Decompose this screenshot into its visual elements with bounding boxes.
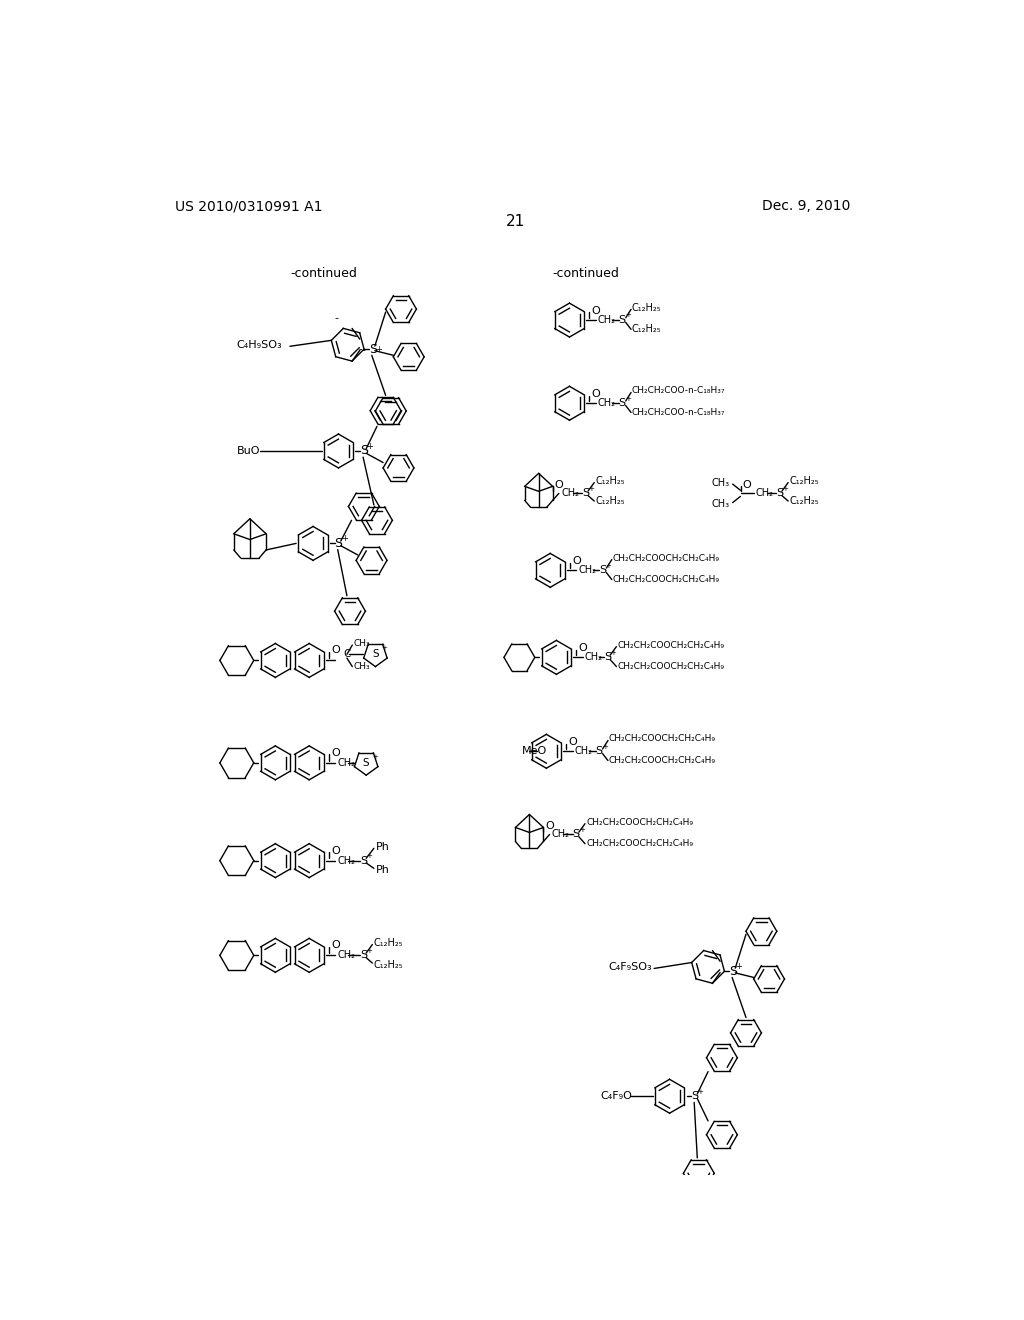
Text: C₁₂H₂₅: C₁₂H₂₅ — [596, 496, 626, 506]
Text: O: O — [742, 480, 751, 490]
Text: CH₂: CH₂ — [756, 488, 774, 499]
Text: CH₂: CH₂ — [338, 758, 355, 768]
Text: CH₂: CH₂ — [574, 746, 593, 756]
Text: C₁₂H₂₅: C₁₂H₂₅ — [790, 496, 819, 506]
Text: +: + — [367, 948, 372, 954]
Text: O: O — [554, 480, 563, 490]
Text: C₁₂H₂₅: C₁₂H₂₅ — [790, 477, 819, 486]
Text: CH₂: CH₂ — [561, 488, 580, 499]
Text: CH₂CH₂COOCH₂CH₂C₄H₉: CH₂CH₂COOCH₂CH₂C₄H₉ — [608, 734, 716, 743]
Text: S: S — [369, 343, 377, 355]
Text: C: C — [343, 649, 350, 659]
Text: +: + — [625, 313, 631, 318]
Text: CH₂CH₂COOCH₂CH₂C₄H₉: CH₂CH₂COOCH₂CH₂C₄H₉ — [587, 817, 693, 826]
Text: CH₂CH₂COO-n-C₁₈H₃₇: CH₂CH₂COO-n-C₁₈H₃₇ — [632, 387, 725, 396]
Text: C₁₂H₂₅: C₁₂H₂₅ — [632, 325, 662, 334]
Text: S: S — [360, 855, 368, 866]
Text: +: + — [735, 962, 742, 972]
Text: S: S — [335, 537, 343, 550]
Text: CH₂: CH₂ — [598, 399, 616, 408]
Text: S: S — [360, 445, 368, 458]
Text: C₁₂H₂₅: C₁₂H₂₅ — [632, 302, 662, 313]
Text: +: + — [579, 826, 585, 833]
Text: +: + — [341, 535, 347, 544]
Text: O: O — [331, 748, 340, 758]
Text: C₁₂H₂₅: C₁₂H₂₅ — [374, 960, 403, 970]
Text: -continued: -continued — [291, 268, 357, 280]
Text: +: + — [605, 562, 611, 569]
Text: +: + — [782, 486, 787, 492]
Text: +: + — [373, 754, 378, 760]
Text: +: + — [610, 649, 616, 656]
Text: CH₂: CH₂ — [579, 565, 597, 576]
Text: CH₂: CH₂ — [552, 829, 570, 840]
Text: CH₃: CH₃ — [353, 663, 370, 671]
Text: Ph: Ph — [376, 865, 389, 875]
Text: CH₃: CH₃ — [712, 499, 730, 510]
Text: O: O — [331, 645, 340, 656]
Text: S: S — [604, 652, 611, 663]
Text: O: O — [331, 846, 340, 855]
Text: CH₂: CH₂ — [598, 315, 616, 325]
Text: CH₂CH₂COOCH₂CH₂C₄H₉: CH₂CH₂COOCH₂CH₂C₄H₉ — [587, 840, 693, 849]
Text: O: O — [579, 643, 587, 653]
Text: +: + — [588, 486, 594, 492]
Text: US 2010/0310991 A1: US 2010/0310991 A1 — [175, 199, 323, 213]
Text: CH₂: CH₂ — [338, 855, 355, 866]
Text: CH₃: CH₃ — [712, 478, 730, 487]
Text: C₁₂H₂₅: C₁₂H₂₅ — [374, 939, 403, 948]
Text: 21: 21 — [506, 214, 525, 230]
Text: S: S — [362, 758, 370, 768]
Text: -: - — [358, 343, 362, 354]
Text: Dec. 9, 2010: Dec. 9, 2010 — [762, 199, 850, 213]
Text: +: + — [367, 442, 373, 451]
Text: O: O — [572, 556, 581, 566]
Text: C₁₂H₂₅: C₁₂H₂₅ — [596, 477, 626, 486]
Text: BuO: BuO — [237, 446, 260, 455]
Text: CH₂: CH₂ — [585, 652, 603, 663]
Text: O: O — [568, 737, 577, 747]
Text: S: S — [596, 746, 603, 756]
Text: O: O — [591, 306, 600, 315]
Text: S: S — [572, 829, 580, 840]
Text: S: S — [776, 488, 783, 499]
Text: +: + — [697, 1089, 703, 1094]
Text: -continued: -continued — [553, 268, 620, 280]
Text: O: O — [331, 940, 340, 950]
Text: S: S — [599, 565, 606, 576]
Text: CH₂CH₂COOCH₂CH₂C₄H₉: CH₂CH₂COOCH₂CH₂C₄H₉ — [612, 553, 720, 562]
Text: CH₂CH₂COOCH₂CH₂C₄H₉: CH₂CH₂COOCH₂CH₂C₄H₉ — [612, 576, 720, 583]
Text: -: - — [334, 313, 338, 322]
Text: +: + — [625, 396, 631, 401]
Text: S: S — [582, 488, 589, 499]
Text: Ph: Ph — [376, 842, 389, 851]
Text: O: O — [545, 821, 554, 832]
Text: +: + — [375, 345, 382, 354]
Text: S: S — [372, 649, 379, 659]
Text: CH₃: CH₃ — [353, 639, 370, 648]
Text: C₄F₉SO₃: C₄F₉SO₃ — [608, 962, 651, 972]
Text: MeO: MeO — [521, 746, 547, 756]
Text: CH₂: CH₂ — [338, 950, 355, 961]
Text: -: - — [361, 346, 366, 355]
Text: CH₂CH₂COO-n-C₁₈H₃₇: CH₂CH₂COO-n-C₁₈H₃₇ — [632, 408, 725, 417]
Text: S: S — [729, 965, 737, 978]
Text: S: S — [360, 950, 368, 961]
Text: CH₂CH₂COOCH₂CH₂C₄H₉: CH₂CH₂COOCH₂CH₂C₄H₉ — [608, 756, 716, 766]
Text: CH₂CH₂COOCH₂CH₂C₄H₉: CH₂CH₂COOCH₂CH₂C₄H₉ — [617, 640, 725, 649]
Text: C₄F₉O: C₄F₉O — [600, 1092, 632, 1101]
Text: +: + — [602, 743, 607, 750]
Text: S: S — [618, 315, 626, 325]
Text: +: + — [367, 853, 372, 859]
Text: S: S — [691, 1092, 698, 1101]
Text: C₄H₉SO₃: C₄H₉SO₃ — [237, 339, 283, 350]
Text: O: O — [591, 389, 600, 399]
Text: S: S — [618, 399, 626, 408]
Text: +: + — [382, 645, 387, 651]
Text: CH₂CH₂COOCH₂CH₂C₄H₉: CH₂CH₂COOCH₂CH₂C₄H₉ — [617, 663, 725, 671]
